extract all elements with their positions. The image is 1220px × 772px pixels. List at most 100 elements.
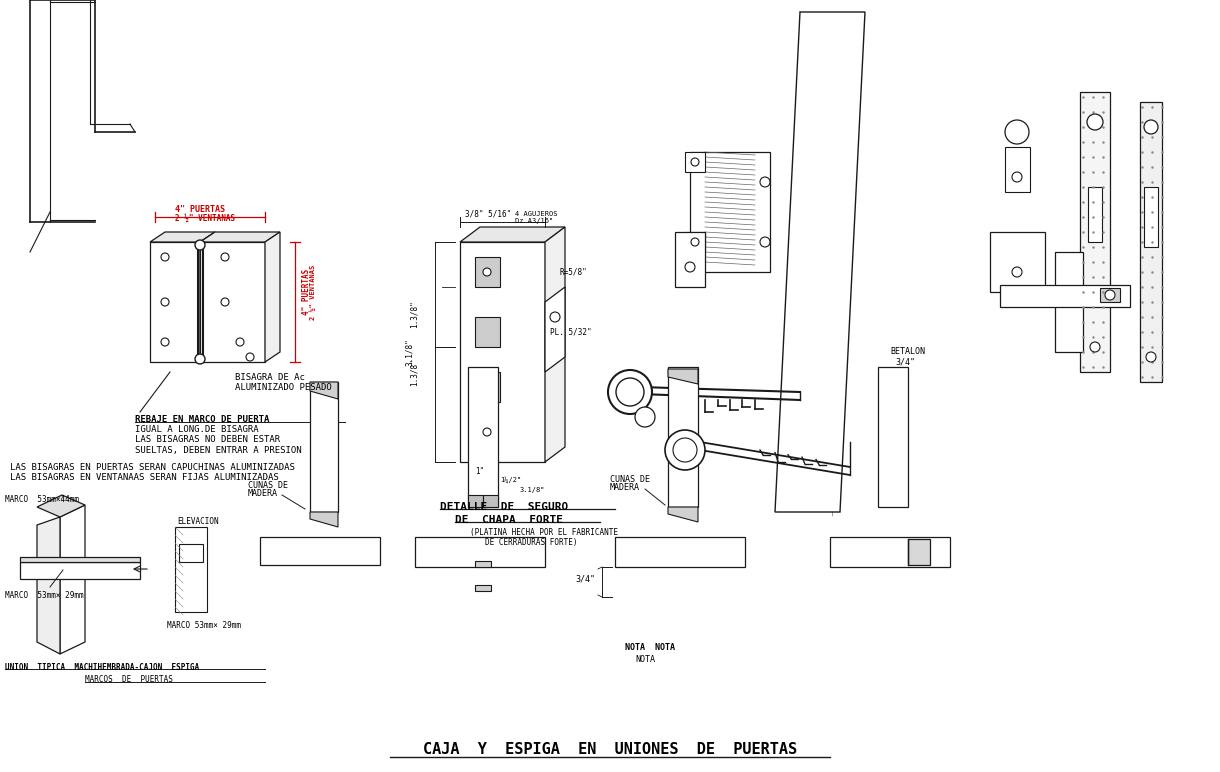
Bar: [475, 257, 500, 287]
Polygon shape: [460, 242, 545, 462]
Circle shape: [760, 237, 770, 247]
Text: 1.3/8": 1.3/8": [410, 358, 418, 386]
Circle shape: [161, 253, 170, 261]
Text: 1¼/2": 1¼/2": [500, 477, 521, 483]
Text: 1": 1": [475, 468, 484, 476]
Bar: [475, 585, 490, 591]
Bar: [684, 152, 705, 172]
Text: LAS BISAGRAS NO DEBEN ESTAR: LAS BISAGRAS NO DEBEN ESTAR: [135, 435, 281, 445]
Text: REBAJE EN MARCO DE PUERTA: REBAJE EN MARCO DE PUERTA: [135, 415, 270, 425]
Bar: [174, 527, 207, 612]
Text: MADERA: MADERA: [248, 489, 278, 499]
Text: MADERA: MADERA: [610, 483, 640, 493]
Bar: [675, 232, 705, 287]
Polygon shape: [37, 495, 85, 517]
Bar: [415, 537, 545, 567]
Polygon shape: [150, 242, 200, 362]
Text: ALUMINIZADO PESADO: ALUMINIZADO PESADO: [235, 384, 332, 392]
Text: PL. 5/32": PL. 5/32": [550, 327, 592, 337]
Circle shape: [483, 268, 490, 276]
Circle shape: [221, 253, 229, 261]
Text: Dz A3/16": Dz A3/16": [515, 218, 553, 224]
Text: IGUAL A LONG.DE BISAGRA: IGUAL A LONG.DE BISAGRA: [135, 425, 259, 435]
Text: NOTA  NOTA: NOTA NOTA: [625, 642, 675, 652]
Text: MARCO  53mm× 29mm: MARCO 53mm× 29mm: [5, 591, 84, 600]
Text: CUNAS DE: CUNAS DE: [610, 475, 650, 483]
Circle shape: [1144, 120, 1158, 134]
Circle shape: [1013, 267, 1022, 277]
Circle shape: [665, 430, 705, 470]
Circle shape: [1005, 120, 1028, 144]
Text: CUNAS DE: CUNAS DE: [248, 480, 288, 489]
Circle shape: [1146, 352, 1157, 362]
Bar: [1080, 92, 1110, 372]
Text: 3.1/8": 3.1/8": [405, 338, 414, 366]
Bar: [475, 372, 500, 402]
Bar: [475, 317, 500, 347]
Bar: [691, 152, 770, 272]
Circle shape: [691, 238, 699, 246]
Text: MARCO 53mm× 29mm: MARCO 53mm× 29mm: [167, 621, 242, 629]
Text: 2 ½" VENTANAS: 2 ½" VENTANAS: [310, 264, 316, 320]
Circle shape: [673, 438, 697, 462]
Polygon shape: [150, 232, 215, 242]
Circle shape: [634, 407, 655, 427]
Text: MARCOS  DE  PUERTAS: MARCOS DE PUERTAS: [85, 676, 173, 685]
Circle shape: [1013, 172, 1022, 182]
Polygon shape: [460, 227, 565, 242]
Bar: [1000, 285, 1130, 307]
Bar: [310, 382, 338, 512]
Text: 3/8" 5/16": 3/8" 5/16": [465, 209, 511, 218]
Polygon shape: [310, 382, 338, 399]
Bar: [179, 544, 203, 562]
Polygon shape: [37, 517, 60, 654]
Polygon shape: [200, 242, 265, 362]
Polygon shape: [60, 505, 85, 654]
Text: DE CERRADURAS FORTE): DE CERRADURAS FORTE): [486, 537, 577, 547]
Text: SUELTAS, DEBEN ENTRAR A PRESION: SUELTAS, DEBEN ENTRAR A PRESION: [135, 445, 301, 455]
Polygon shape: [545, 227, 565, 462]
Circle shape: [550, 312, 560, 322]
Circle shape: [616, 378, 644, 406]
Text: 1.3/8": 1.3/8": [410, 300, 418, 328]
Bar: [830, 537, 950, 567]
Circle shape: [760, 177, 770, 187]
Polygon shape: [545, 287, 565, 372]
Polygon shape: [310, 512, 338, 527]
Bar: [468, 495, 483, 507]
Circle shape: [684, 262, 695, 272]
Polygon shape: [669, 369, 698, 384]
Bar: [475, 561, 490, 567]
Bar: [483, 495, 498, 507]
Polygon shape: [200, 232, 215, 362]
Circle shape: [1087, 114, 1103, 130]
Circle shape: [161, 298, 170, 306]
Text: ELEVACION: ELEVACION: [177, 517, 218, 527]
Bar: [1139, 102, 1161, 382]
Circle shape: [235, 338, 244, 346]
Text: 4 AGUJEROS: 4 AGUJEROS: [515, 211, 558, 217]
Text: LAS BISAGRAS EN VENTANAAS SERAN FIJAS ALUMINIZADAS: LAS BISAGRAS EN VENTANAAS SERAN FIJAS AL…: [10, 473, 278, 482]
Text: (PLATINA HECHA POR EL FABRICANTE: (PLATINA HECHA POR EL FABRICANTE: [470, 529, 619, 537]
Circle shape: [221, 298, 229, 306]
Bar: [1144, 187, 1158, 247]
Text: NOTA: NOTA: [634, 655, 655, 665]
Circle shape: [691, 158, 699, 166]
Text: R=5/8": R=5/8": [560, 268, 588, 276]
Text: 3/4": 3/4": [575, 574, 595, 584]
Circle shape: [195, 354, 205, 364]
Polygon shape: [200, 232, 281, 242]
Bar: [1100, 288, 1120, 302]
Bar: [1005, 147, 1030, 192]
Text: 4" PUERTAS: 4" PUERTAS: [303, 269, 311, 315]
Bar: [468, 367, 498, 507]
Bar: [908, 539, 930, 565]
Circle shape: [246, 353, 254, 361]
Text: UNION  TIPICA  MACHIHEMBRADA-CAJON  ESPIGA: UNION TIPICA MACHIHEMBRADA-CAJON ESPIGA: [5, 662, 199, 672]
Circle shape: [1105, 290, 1115, 300]
Text: DETALLE  DE  SEGURO: DETALLE DE SEGURO: [440, 502, 569, 512]
Polygon shape: [775, 12, 865, 512]
Text: BISAGRA DE Ac: BISAGRA DE Ac: [235, 373, 305, 381]
Text: 3/4": 3/4": [895, 357, 915, 367]
Polygon shape: [20, 562, 140, 579]
